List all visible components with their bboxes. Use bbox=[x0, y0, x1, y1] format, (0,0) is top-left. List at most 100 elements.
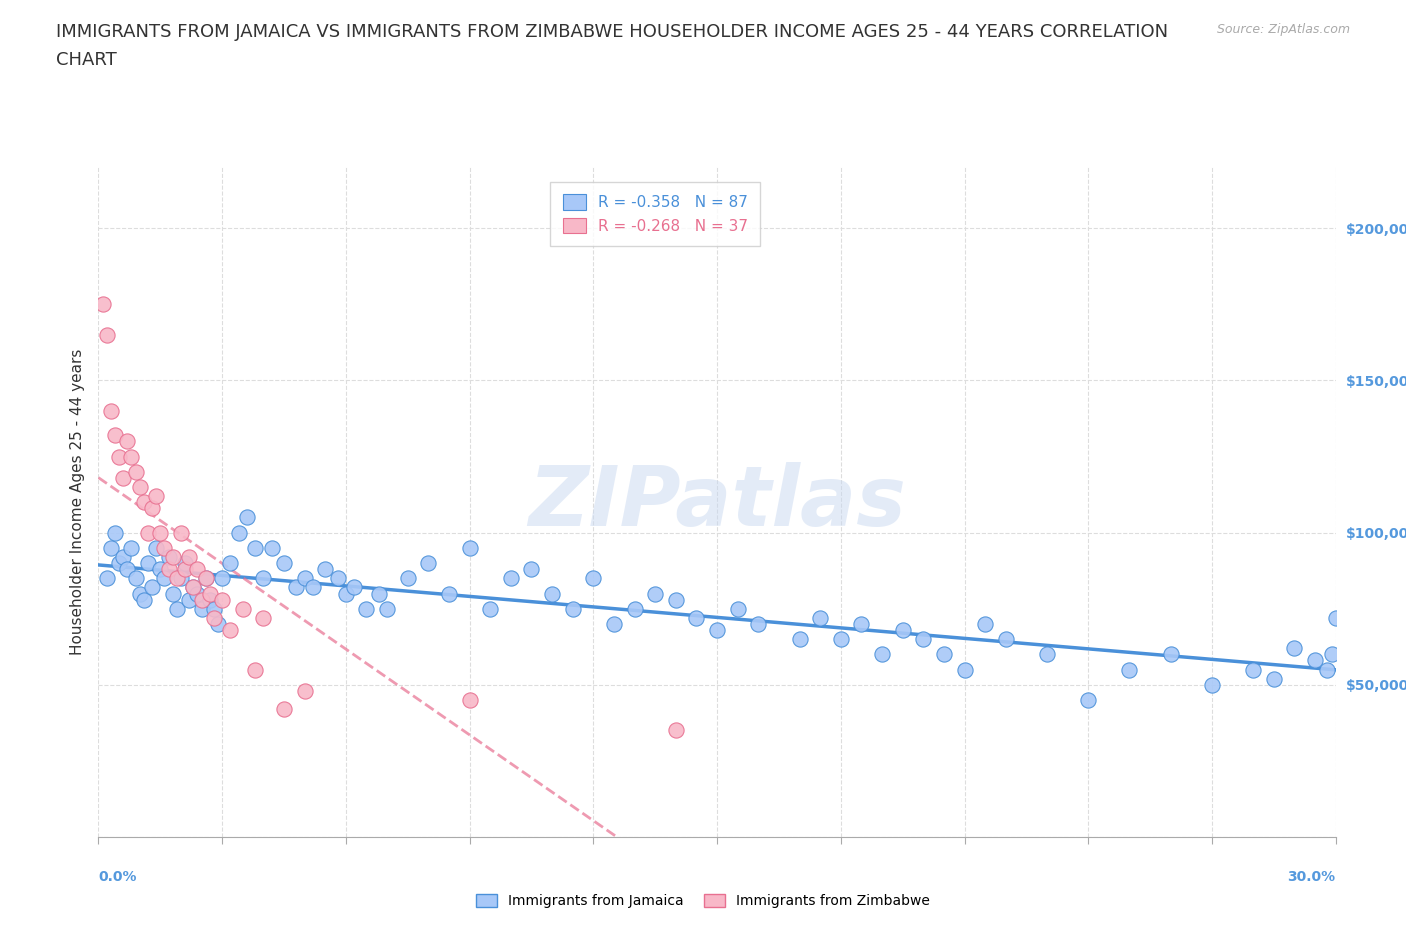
Point bbox=[120, 449, 142, 464]
Point bbox=[174, 555, 197, 570]
Point bbox=[96, 327, 118, 342]
Point bbox=[124, 571, 146, 586]
Point bbox=[789, 631, 811, 646]
Point bbox=[179, 550, 201, 565]
Point bbox=[211, 571, 233, 586]
Point bbox=[458, 693, 481, 708]
Point bbox=[153, 571, 176, 586]
Point bbox=[194, 571, 217, 586]
Point bbox=[236, 510, 259, 525]
Point bbox=[367, 586, 389, 601]
Point bbox=[561, 602, 583, 617]
Point bbox=[1241, 662, 1264, 677]
Point bbox=[145, 540, 167, 555]
Point bbox=[190, 602, 212, 617]
Point bbox=[157, 562, 180, 577]
Point bbox=[100, 540, 122, 555]
Point bbox=[912, 631, 935, 646]
Point bbox=[153, 540, 176, 555]
Point bbox=[356, 602, 378, 617]
Point bbox=[273, 555, 295, 570]
Point bbox=[170, 525, 193, 540]
Point bbox=[112, 471, 135, 485]
Point bbox=[166, 602, 188, 617]
Point bbox=[132, 592, 155, 607]
Point bbox=[104, 428, 127, 443]
Point bbox=[1160, 647, 1182, 662]
Point bbox=[219, 555, 242, 570]
Point bbox=[294, 684, 316, 698]
Point bbox=[396, 571, 419, 586]
Point bbox=[108, 555, 131, 570]
Point bbox=[117, 434, 139, 449]
Point bbox=[181, 580, 204, 595]
Point bbox=[91, 297, 114, 312]
Point bbox=[194, 571, 217, 586]
Point bbox=[132, 495, 155, 510]
Point bbox=[953, 662, 976, 677]
Legend: R = -0.358   N = 87, R = -0.268   N = 37: R = -0.358 N = 87, R = -0.268 N = 37 bbox=[550, 181, 761, 246]
Point bbox=[198, 586, 221, 601]
Point bbox=[520, 562, 543, 577]
Text: Source: ZipAtlas.com: Source: ZipAtlas.com bbox=[1216, 23, 1350, 36]
Point bbox=[644, 586, 666, 601]
Point bbox=[665, 592, 688, 607]
Point bbox=[1320, 647, 1343, 662]
Point bbox=[149, 562, 172, 577]
Point bbox=[252, 571, 274, 586]
Point bbox=[285, 580, 308, 595]
Point bbox=[1118, 662, 1140, 677]
Point bbox=[100, 404, 122, 418]
Point bbox=[1036, 647, 1059, 662]
Text: IMMIGRANTS FROM JAMAICA VS IMMIGRANTS FROM ZIMBABWE HOUSEHOLDER INCOME AGES 25 -: IMMIGRANTS FROM JAMAICA VS IMMIGRANTS FR… bbox=[56, 23, 1168, 41]
Point bbox=[179, 592, 201, 607]
Point bbox=[181, 580, 204, 595]
Point bbox=[162, 550, 184, 565]
Point bbox=[252, 610, 274, 625]
Point bbox=[375, 602, 398, 617]
Point bbox=[1284, 641, 1306, 656]
Point bbox=[851, 617, 873, 631]
Point bbox=[830, 631, 852, 646]
Point bbox=[120, 540, 142, 555]
Legend: Immigrants from Jamaica, Immigrants from Zimbabwe: Immigrants from Jamaica, Immigrants from… bbox=[471, 889, 935, 914]
Point bbox=[974, 617, 997, 631]
Point bbox=[141, 501, 163, 516]
Point bbox=[1316, 662, 1339, 677]
Point bbox=[603, 617, 626, 631]
Y-axis label: Householder Income Ages 25 - 44 years: Householder Income Ages 25 - 44 years bbox=[69, 349, 84, 656]
Point bbox=[685, 610, 707, 625]
Point bbox=[190, 592, 212, 607]
Text: CHART: CHART bbox=[56, 51, 117, 69]
Point bbox=[870, 647, 893, 662]
Point bbox=[243, 540, 266, 555]
Point bbox=[747, 617, 769, 631]
Point bbox=[891, 622, 914, 637]
Point bbox=[145, 488, 167, 503]
Point bbox=[326, 571, 349, 586]
Point bbox=[232, 602, 254, 617]
Point bbox=[108, 449, 131, 464]
Point bbox=[211, 592, 233, 607]
Point bbox=[1324, 610, 1347, 625]
Point bbox=[314, 562, 336, 577]
Point bbox=[932, 647, 955, 662]
Point bbox=[1263, 671, 1285, 686]
Point bbox=[623, 602, 645, 617]
Point bbox=[273, 702, 295, 717]
Point bbox=[162, 586, 184, 601]
Point bbox=[294, 571, 316, 586]
Point bbox=[1303, 653, 1326, 668]
Text: 30.0%: 30.0% bbox=[1288, 870, 1336, 884]
Point bbox=[112, 550, 135, 565]
Point bbox=[994, 631, 1017, 646]
Point bbox=[228, 525, 250, 540]
Point bbox=[166, 571, 188, 586]
Point bbox=[207, 617, 229, 631]
Point bbox=[104, 525, 127, 540]
Point bbox=[479, 602, 502, 617]
Text: ZIPatlas: ZIPatlas bbox=[529, 461, 905, 543]
Point bbox=[582, 571, 605, 586]
Point bbox=[96, 571, 118, 586]
Point bbox=[219, 622, 242, 637]
